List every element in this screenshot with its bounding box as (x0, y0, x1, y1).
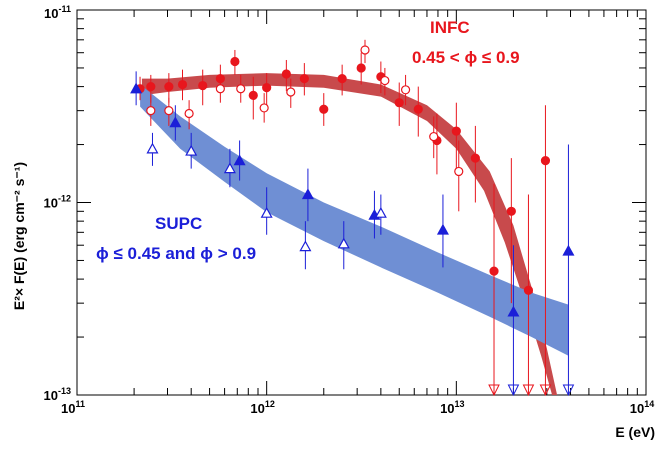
data-point (429, 131, 439, 142)
annotation-infc-range: 0.45 < ϕ ≤ 0.9 (412, 48, 520, 67)
data-point (286, 87, 296, 97)
data-point (436, 223, 449, 235)
data-point (337, 74, 347, 84)
arrow-down (539, 384, 552, 397)
data-point (230, 56, 240, 67)
series-layer (130, 39, 575, 397)
data-point (319, 104, 329, 114)
data-point (299, 240, 312, 252)
data-point (360, 45, 370, 55)
arrow-down (507, 384, 520, 397)
data-point (470, 153, 480, 163)
data-point (451, 126, 461, 136)
data-point (248, 90, 258, 101)
x-tick-label: 1012 (250, 399, 274, 416)
tick-marks (76, 10, 646, 396)
data-point (146, 106, 156, 116)
data-point (198, 80, 208, 91)
data-point (184, 108, 194, 119)
data-point (540, 156, 551, 166)
annotation-supc-label: SUPC (155, 214, 202, 233)
data-point (562, 244, 575, 256)
arrow-down (488, 384, 500, 397)
data-point (489, 266, 499, 276)
data-point (223, 162, 236, 174)
annotation-infc-label: INFC (430, 18, 470, 37)
data-point (164, 106, 174, 116)
data-point (281, 69, 291, 79)
data-point (380, 75, 390, 86)
data-point (146, 82, 156, 92)
x-axis-label: E (eV) (615, 424, 655, 440)
x-tick-label: 1013 (440, 399, 464, 416)
data-point (233, 154, 246, 166)
data-point (164, 82, 174, 92)
y-axis-label: E²× F(E) (erg cm⁻² s⁻¹) (11, 162, 27, 310)
data-point (454, 166, 464, 177)
data-point (299, 74, 309, 84)
x-tick-label: 1014 (630, 399, 654, 416)
data-point (413, 104, 423, 114)
y-tick-label: 10-11 (44, 4, 71, 21)
x-tick-label: 1011 (61, 399, 85, 416)
data-point (374, 206, 387, 218)
arrow-down (522, 384, 535, 397)
data-point (400, 85, 411, 95)
data-point (337, 237, 350, 249)
arrow-down (562, 384, 575, 397)
data-point (215, 84, 225, 94)
data-point (130, 82, 143, 94)
data-point (356, 63, 366, 73)
data-point (185, 144, 198, 156)
data-point (262, 83, 272, 93)
annotation-supc-range: ϕ ≤ 0.45 and ϕ > 0.9 (96, 244, 256, 263)
data-point (506, 206, 516, 216)
y-tick-label: 10-12 (44, 194, 71, 211)
data-point (146, 142, 159, 154)
data-point (523, 285, 534, 295)
data-point (507, 305, 520, 317)
tick-labels: 1011 1012 1013 1014 10-13 10-12 10-11 (44, 4, 655, 416)
y-tick-label: 10-13 (44, 386, 71, 403)
data-point (301, 188, 314, 200)
data-point (169, 116, 182, 128)
data-point (259, 103, 269, 113)
data-point (177, 79, 188, 90)
data-point (394, 98, 404, 108)
band-supc (140, 84, 569, 356)
data-point (236, 84, 246, 94)
bands (140, 73, 569, 395)
data-point (260, 206, 273, 218)
